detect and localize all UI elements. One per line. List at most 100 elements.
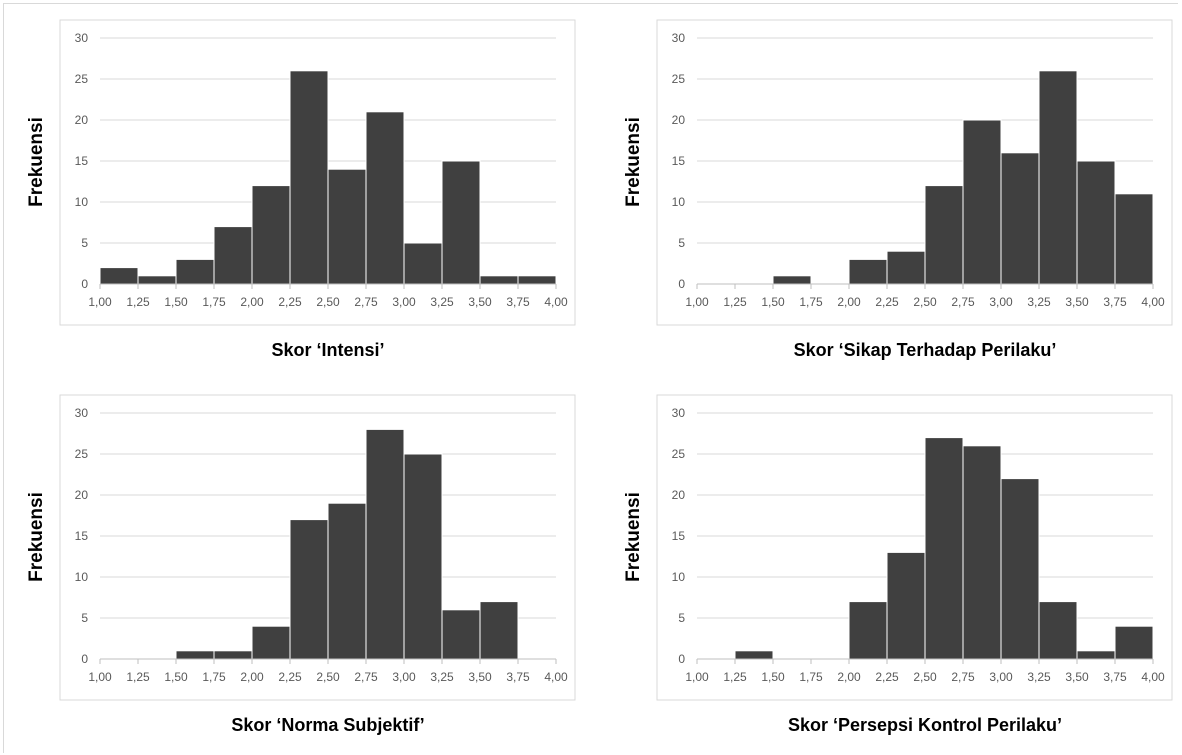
histogram-bar <box>734 650 774 660</box>
histogram-bar <box>327 502 367 660</box>
x-tick-label: 3,00 <box>989 670 1013 684</box>
y-axis-label: Frekuensi <box>26 492 47 582</box>
x-tick-label: 1,75 <box>202 295 226 309</box>
x-tick-label: 1,25 <box>723 295 747 309</box>
bars <box>175 428 519 660</box>
y-tick-label: 15 <box>75 529 89 543</box>
histogram-norma-subjektif: 0 5 10 15 20 25 30 1,00 1,25 1,50 1,75 2,00 2,25 2,5… <box>0 375 580 750</box>
x-axis-label: Skor ‘Sikap Terhadap Perilaku’ <box>794 340 1057 360</box>
histogram-bar <box>848 258 888 285</box>
x-tick-label: 2,00 <box>240 670 264 684</box>
y-tick-label: 10 <box>672 195 686 209</box>
histogram-bar <box>441 160 481 285</box>
x-tick-label: 2,00 <box>837 670 861 684</box>
y-axis-label: Frekuensi <box>623 117 644 207</box>
y-tick-label: 15 <box>672 154 686 168</box>
histogram-bar <box>1076 160 1116 285</box>
x-tick-label: 1,00 <box>88 295 112 309</box>
histogram-bar <box>327 168 367 285</box>
histogram-bar <box>924 437 964 660</box>
y-tick-label: 0 <box>81 652 88 666</box>
y-tick-label: 25 <box>672 447 686 461</box>
y-tick-label: 20 <box>672 113 686 127</box>
x-tick-label: 2,50 <box>913 670 937 684</box>
y-tick-label: 5 <box>81 611 88 625</box>
x-tick-label: 1,25 <box>126 670 150 684</box>
x-tick-label: 3,25 <box>1027 670 1051 684</box>
x-tick-label: 3,25 <box>430 295 454 309</box>
x-tick-label: 4,00 <box>1141 670 1165 684</box>
x-tick-labels: 1,00 1,25 1,50 1,75 2,00 2,25 2,50 2,75 3,00 3,25… <box>685 670 1165 684</box>
histogram-bar <box>924 185 964 285</box>
x-tick-label: 3,50 <box>1065 670 1089 684</box>
x-tick-label: 3,75 <box>506 295 530 309</box>
histogram-bar <box>1000 152 1040 285</box>
y-tick-label: 10 <box>75 570 89 584</box>
histogram-bar <box>1076 650 1116 660</box>
histogram-bar <box>251 185 291 285</box>
histogram-bar <box>479 275 519 285</box>
x-tick-label: 1,75 <box>799 670 823 684</box>
histogram-bar <box>251 625 291 660</box>
y-tick-label: 15 <box>75 154 89 168</box>
x-tick-label: 1,00 <box>88 670 112 684</box>
histogram-bar <box>365 111 405 285</box>
y-tick-label: 20 <box>75 113 89 127</box>
y-tick-label: 30 <box>75 406 89 420</box>
histogram-bar <box>175 650 215 660</box>
histogram-bar <box>175 258 215 285</box>
y-tick-label: 15 <box>672 529 686 543</box>
y-tick-label: 10 <box>75 195 89 209</box>
y-tick-labels: 0 5 10 15 20 25 30 <box>75 406 89 666</box>
x-tick-label: 3,50 <box>1065 295 1089 309</box>
histogram-bar <box>962 445 1002 660</box>
y-tick-label: 20 <box>672 488 686 502</box>
x-tick-label: 2,75 <box>354 295 378 309</box>
x-tick-label: 1,50 <box>164 295 188 309</box>
x-tick-label: 2,50 <box>316 670 340 684</box>
histogram-bar <box>213 650 253 660</box>
x-tick-labels: 1,00 1,25 1,50 1,75 2,00 2,25 2,50 2,75 3,00 3,25… <box>88 670 568 684</box>
x-tick-label: 1,25 <box>126 295 150 309</box>
y-tick-label: 30 <box>75 31 89 45</box>
bars <box>734 437 1154 660</box>
y-tick-label: 30 <box>672 406 686 420</box>
y-tick-label: 25 <box>75 447 89 461</box>
histogram-bar <box>99 267 139 285</box>
x-tick-label: 1,75 <box>799 295 823 309</box>
bars <box>99 70 557 285</box>
x-tick-label: 2,00 <box>837 295 861 309</box>
y-axis-label: Frekuensi <box>623 492 644 582</box>
histogram-bar <box>517 275 557 285</box>
histogram-bar <box>886 551 926 660</box>
x-tick-label: 1,25 <box>723 670 747 684</box>
x-axis <box>99 658 557 664</box>
x-axis-label: Skor ‘Persepsi Kontrol Perilaku’ <box>788 715 1062 735</box>
histogram-bar <box>441 609 481 660</box>
y-tick-labels: 0 5 10 15 20 25 30 <box>75 31 89 291</box>
chart-svg: 0 5 10 15 20 25 30 1,00 1,25 1,50 1,75 2,00 2,25 2,5… <box>26 19 576 360</box>
x-tick-label: 2,25 <box>875 295 899 309</box>
histogram-bar <box>479 601 519 660</box>
y-tick-label: 20 <box>75 488 89 502</box>
x-axis <box>696 658 1154 664</box>
y-tick-labels: 0 5 10 15 20 25 30 <box>672 31 686 291</box>
gridlines <box>697 412 1153 619</box>
y-tick-label: 0 <box>678 652 685 666</box>
page-frame <box>3 3 1178 753</box>
plot-frame <box>59 394 576 701</box>
plot-frame <box>656 394 1173 701</box>
chart-svg: 0 5 10 15 20 25 30 1,00 1,25 1,50 1,75 2,00 2,25 2,5… <box>26 394 576 735</box>
x-axis-label: Skor ‘Norma Subjektif’ <box>231 715 424 735</box>
y-tick-label: 5 <box>678 236 685 250</box>
x-tick-label: 3,50 <box>468 295 492 309</box>
x-axis <box>696 283 1154 289</box>
y-tick-label: 0 <box>678 277 685 291</box>
x-tick-label: 3,00 <box>392 295 416 309</box>
histogram-bar <box>403 453 443 660</box>
histogram-bar <box>403 242 443 285</box>
x-axis <box>99 283 557 289</box>
x-tick-label: 2,00 <box>240 295 264 309</box>
x-tick-label: 3,75 <box>506 670 530 684</box>
y-tick-label: 25 <box>75 72 89 86</box>
